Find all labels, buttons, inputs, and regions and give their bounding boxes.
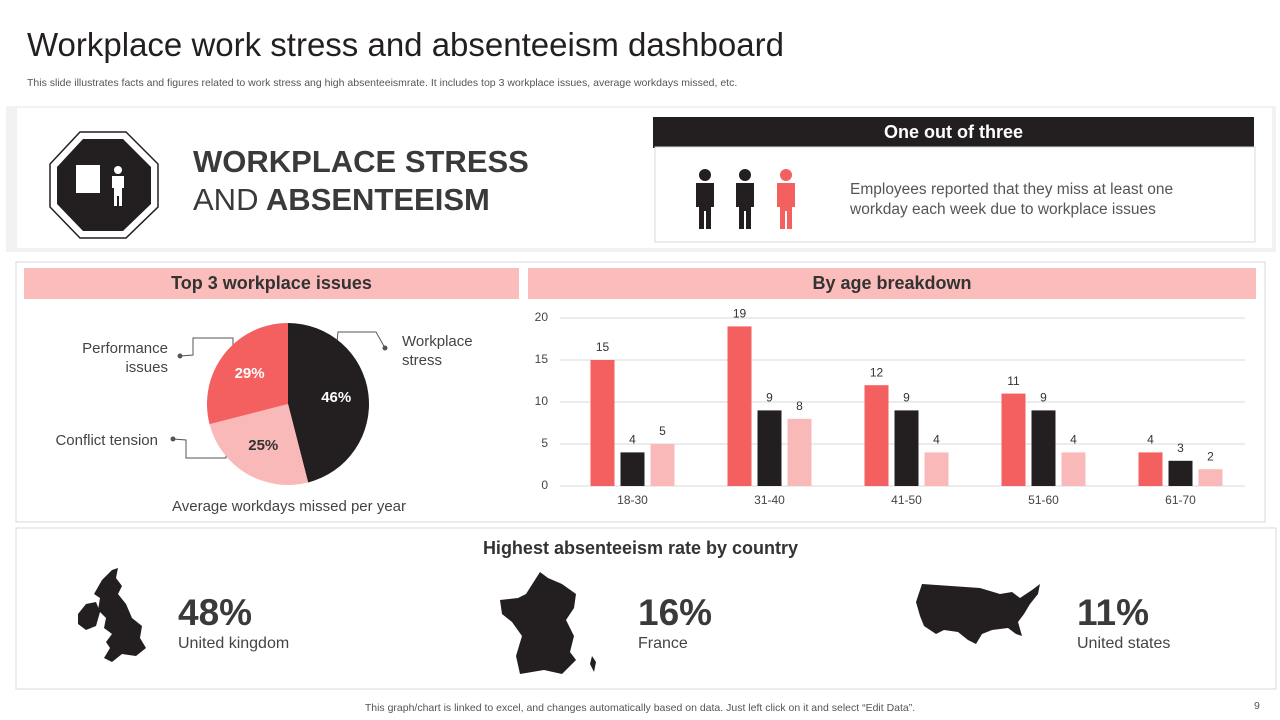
leader-dot — [382, 345, 388, 351]
x-tick-label: 18-30 — [617, 493, 648, 507]
bar-value-label: 19 — [733, 307, 747, 321]
stat-text: Employees reported that they miss at lea… — [850, 181, 1174, 218]
stat-box — [654, 146, 1256, 243]
bar — [1168, 460, 1193, 486]
country-title: Highest absenteeism rate by country — [482, 538, 799, 558]
bar — [787, 418, 812, 486]
bar-value-label: 4 — [1070, 433, 1077, 447]
bar — [924, 452, 949, 486]
bar-title: By age breakdown — [812, 273, 972, 293]
x-tick-label: 51-60 — [1028, 493, 1059, 507]
person-icon — [112, 176, 124, 206]
pie-slice — [207, 323, 288, 425]
x-tick-label: 41-50 — [891, 493, 922, 507]
pie-slice — [209, 404, 309, 485]
bar — [757, 410, 782, 486]
bar-value-label: 4 — [629, 433, 636, 447]
banner-word: ABSENTEEISM — [265, 182, 490, 217]
pie-caption: Average workdays missed per year — [172, 498, 406, 515]
stat-heading: One out of three — [884, 122, 1023, 142]
leader-dot — [177, 353, 183, 359]
bar — [894, 410, 919, 486]
bar — [590, 360, 615, 486]
page-number: 9 — [1254, 700, 1260, 712]
bar-value-label: 11 — [1007, 374, 1020, 388]
bar-header-bar — [528, 268, 1256, 299]
bar — [1198, 469, 1223, 486]
bar-value-label: 4 — [1147, 433, 1154, 447]
pie-value-label: 29% — [235, 365, 265, 382]
bar — [1138, 452, 1163, 486]
banner-title: WORKPLACE STRESS AND ABSENTEEISM — [193, 143, 529, 219]
y-tick-label: 5 — [541, 436, 548, 450]
country-rate: 16% — [638, 592, 713, 633]
country-name: France — [638, 635, 688, 652]
bar-value-label: 2 — [1207, 449, 1214, 463]
bar-value-label: 9 — [766, 391, 773, 405]
country-name: United kingdom — [178, 635, 290, 652]
bar-value-label: 9 — [903, 391, 910, 405]
bar-value-label: 5 — [659, 424, 666, 438]
bar-value-label: 12 — [870, 365, 884, 379]
pie-value-label: 25% — [248, 437, 278, 454]
people-icons — [696, 169, 795, 229]
country-name: United states — [1077, 635, 1171, 652]
octagon-icon — [57, 139, 151, 231]
bar-value-label: 3 — [1177, 441, 1184, 455]
country-rate: 48% — [178, 592, 253, 633]
bar — [650, 444, 675, 486]
banner-line: WORKPLACE STRESS — [193, 144, 529, 179]
bar — [620, 452, 645, 486]
y-tick-label: 15 — [535, 352, 549, 366]
bar-value-label: 4 — [933, 433, 940, 447]
country-panel — [15, 527, 1277, 690]
pie-category-label: Workplace stress — [402, 333, 473, 369]
pie-category-label: Conflict tension — [55, 432, 158, 449]
pie-header-bar — [24, 268, 519, 299]
stat-header-bar — [653, 117, 1254, 148]
building-icon — [76, 165, 100, 193]
banner-word: AND — [193, 182, 259, 217]
leader-dot — [170, 436, 176, 442]
footer-note: This graph/chart is linked to excel, and… — [364, 702, 916, 714]
bar-value-label: 15 — [596, 340, 610, 354]
pie-value-label: 46% — [321, 389, 351, 406]
pie-slice — [288, 323, 369, 483]
pie-title: Top 3 workplace issues — [171, 273, 372, 293]
france-map — [500, 572, 596, 674]
bar — [1001, 393, 1026, 486]
x-tick-label: 31-40 — [754, 493, 785, 507]
bar — [1031, 410, 1056, 486]
person-icon — [114, 166, 122, 174]
y-tick-label: 20 — [535, 310, 549, 324]
uk-map — [78, 568, 146, 662]
us-map — [916, 584, 1040, 644]
pie-category-label: Performance issues — [82, 340, 168, 376]
page-title: Workplace work stress and absenteeism da… — [27, 26, 784, 63]
page-subtitle: This slide illustrates facts and figures… — [27, 77, 738, 89]
bar — [864, 385, 889, 486]
y-tick-label: 10 — [535, 394, 549, 408]
bar-value-label: 8 — [796, 399, 803, 413]
banner-line: AND ABSENTEEISM — [193, 181, 529, 219]
leader-line — [179, 337, 234, 357]
country-rate: 11% — [1077, 592, 1150, 633]
bar — [727, 326, 752, 486]
x-tick-label: 61-70 — [1165, 493, 1196, 507]
bar-value-label: 9 — [1040, 391, 1047, 405]
y-tick-label: 0 — [541, 478, 548, 492]
bar — [1061, 452, 1086, 486]
